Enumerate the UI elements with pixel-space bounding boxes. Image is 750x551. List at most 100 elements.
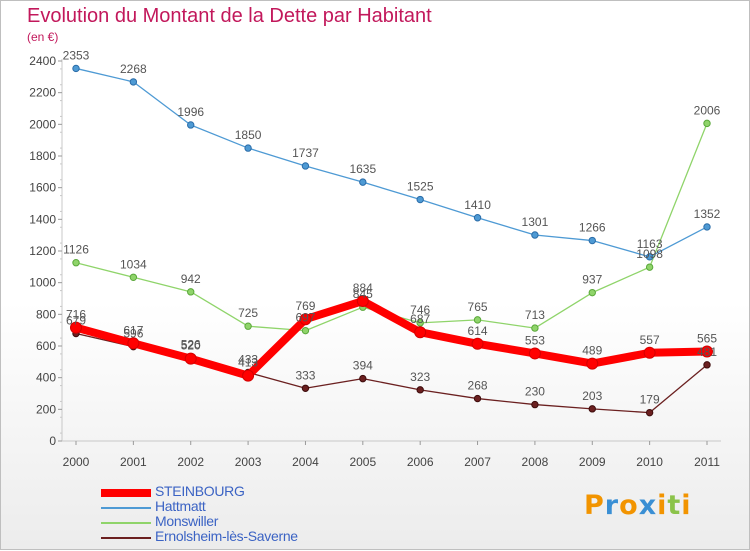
data-label: 1737 [292,146,319,160]
data-point [703,119,711,128]
data-label: 1126 [63,243,89,257]
data-label: 179 [640,393,660,407]
x-tick-label: 2010 [636,455,663,469]
data-label: 1098 [636,247,663,261]
data-label: 716 [66,308,86,322]
data-point [471,337,484,350]
logo-letter: i [657,490,668,521]
y-tick-label: 1000 [29,276,56,290]
data-point [356,295,369,308]
x-tick-label: 2009 [579,455,606,469]
x-tick-label: 2003 [235,455,262,469]
data-point [184,352,197,365]
logo-letter: x [638,490,658,521]
data-label: 323 [410,370,430,384]
series-steinbourg [70,295,713,382]
data-point [359,374,367,383]
data-label: 937 [582,273,602,287]
data-point [531,231,539,239]
data-point [588,405,596,413]
data-label: 1525 [407,180,434,194]
data-label: 333 [295,368,315,382]
series-line [72,297,711,380]
legend-swatch [101,522,151,524]
data-point [531,324,539,332]
x-tick-label: 2008 [522,455,549,469]
legend-label: STEINBOURG [155,483,245,499]
logo-letter: i [681,490,692,521]
data-label: 553 [525,333,545,347]
series-hattmatt [72,64,711,261]
chart-title: Evolution du Montant de la Dette par Hab… [27,5,432,27]
data-label: 1996 [177,105,204,119]
data-label: 687 [410,312,430,326]
y-tick-label: 0 [49,434,56,448]
x-tick-label: 2001 [120,455,147,469]
y-tick-label: 200 [36,402,56,416]
x-tick-label: 2002 [177,455,204,469]
data-label: 433 [238,352,258,366]
y-tick-label: 1200 [29,244,56,258]
data-point [359,178,367,186]
data-label: 2268 [120,62,147,76]
data-point [72,259,80,267]
data-label: 520 [181,339,201,353]
legend-label: Hattmatt [155,498,206,514]
legend-swatch [101,489,151,497]
x-tick-label: 2000 [63,455,90,469]
data-label: 679 [66,313,86,327]
y-tick-label: 2200 [29,86,56,100]
data-label: 268 [468,379,488,393]
data-point [70,321,82,334]
data-label: 1352 [694,207,721,221]
data-label: 845 [353,287,373,301]
data-point [701,345,713,358]
data-label: 1301 [522,215,549,229]
y-tick-label: 2400 [29,54,56,68]
data-label: 203 [582,389,602,403]
logo-letter: o [619,490,639,521]
data-label: 394 [353,359,373,373]
data-point [129,78,138,86]
x-tick-label: 2004 [292,455,319,469]
data-label: 1266 [579,221,606,235]
data-point [703,361,711,369]
data-point [187,121,195,129]
series-line [75,122,708,332]
y-tick-label: 1400 [29,212,56,226]
data-point [643,346,656,359]
data-point [187,288,195,296]
data-label: 526 [181,338,201,352]
data-label: 1410 [464,198,491,212]
data-label: 769 [295,299,315,313]
data-label: 565 [697,332,717,346]
data-label: 230 [525,385,545,399]
data-point [299,313,312,326]
data-point [473,394,482,403]
data-label: 557 [640,333,660,347]
data-label: 725 [238,306,258,320]
data-point [473,316,482,324]
y-tick-label: 2000 [29,117,56,131]
data-point [416,319,424,327]
data-point [72,64,80,73]
logo-letter: t [667,490,682,521]
data-point [645,408,654,417]
x-tick-label: 2005 [349,455,376,469]
legend-label: Monswiller [155,513,219,529]
data-point [645,253,654,261]
data-label: 942 [181,272,201,286]
data-point [645,263,654,271]
data-point [586,357,599,370]
data-point [416,386,424,394]
series-line [75,67,708,258]
logo-letter: r [604,490,620,521]
y-tick-label: 1800 [29,149,56,163]
y-tick-label: 400 [36,371,56,385]
y-tick-label: 800 [36,307,56,321]
data-label: 614 [468,324,488,338]
data-label: 765 [468,300,488,314]
data-point [414,326,427,339]
proxiti-logo: Proxiti [584,490,692,521]
data-label: 1635 [349,162,376,176]
